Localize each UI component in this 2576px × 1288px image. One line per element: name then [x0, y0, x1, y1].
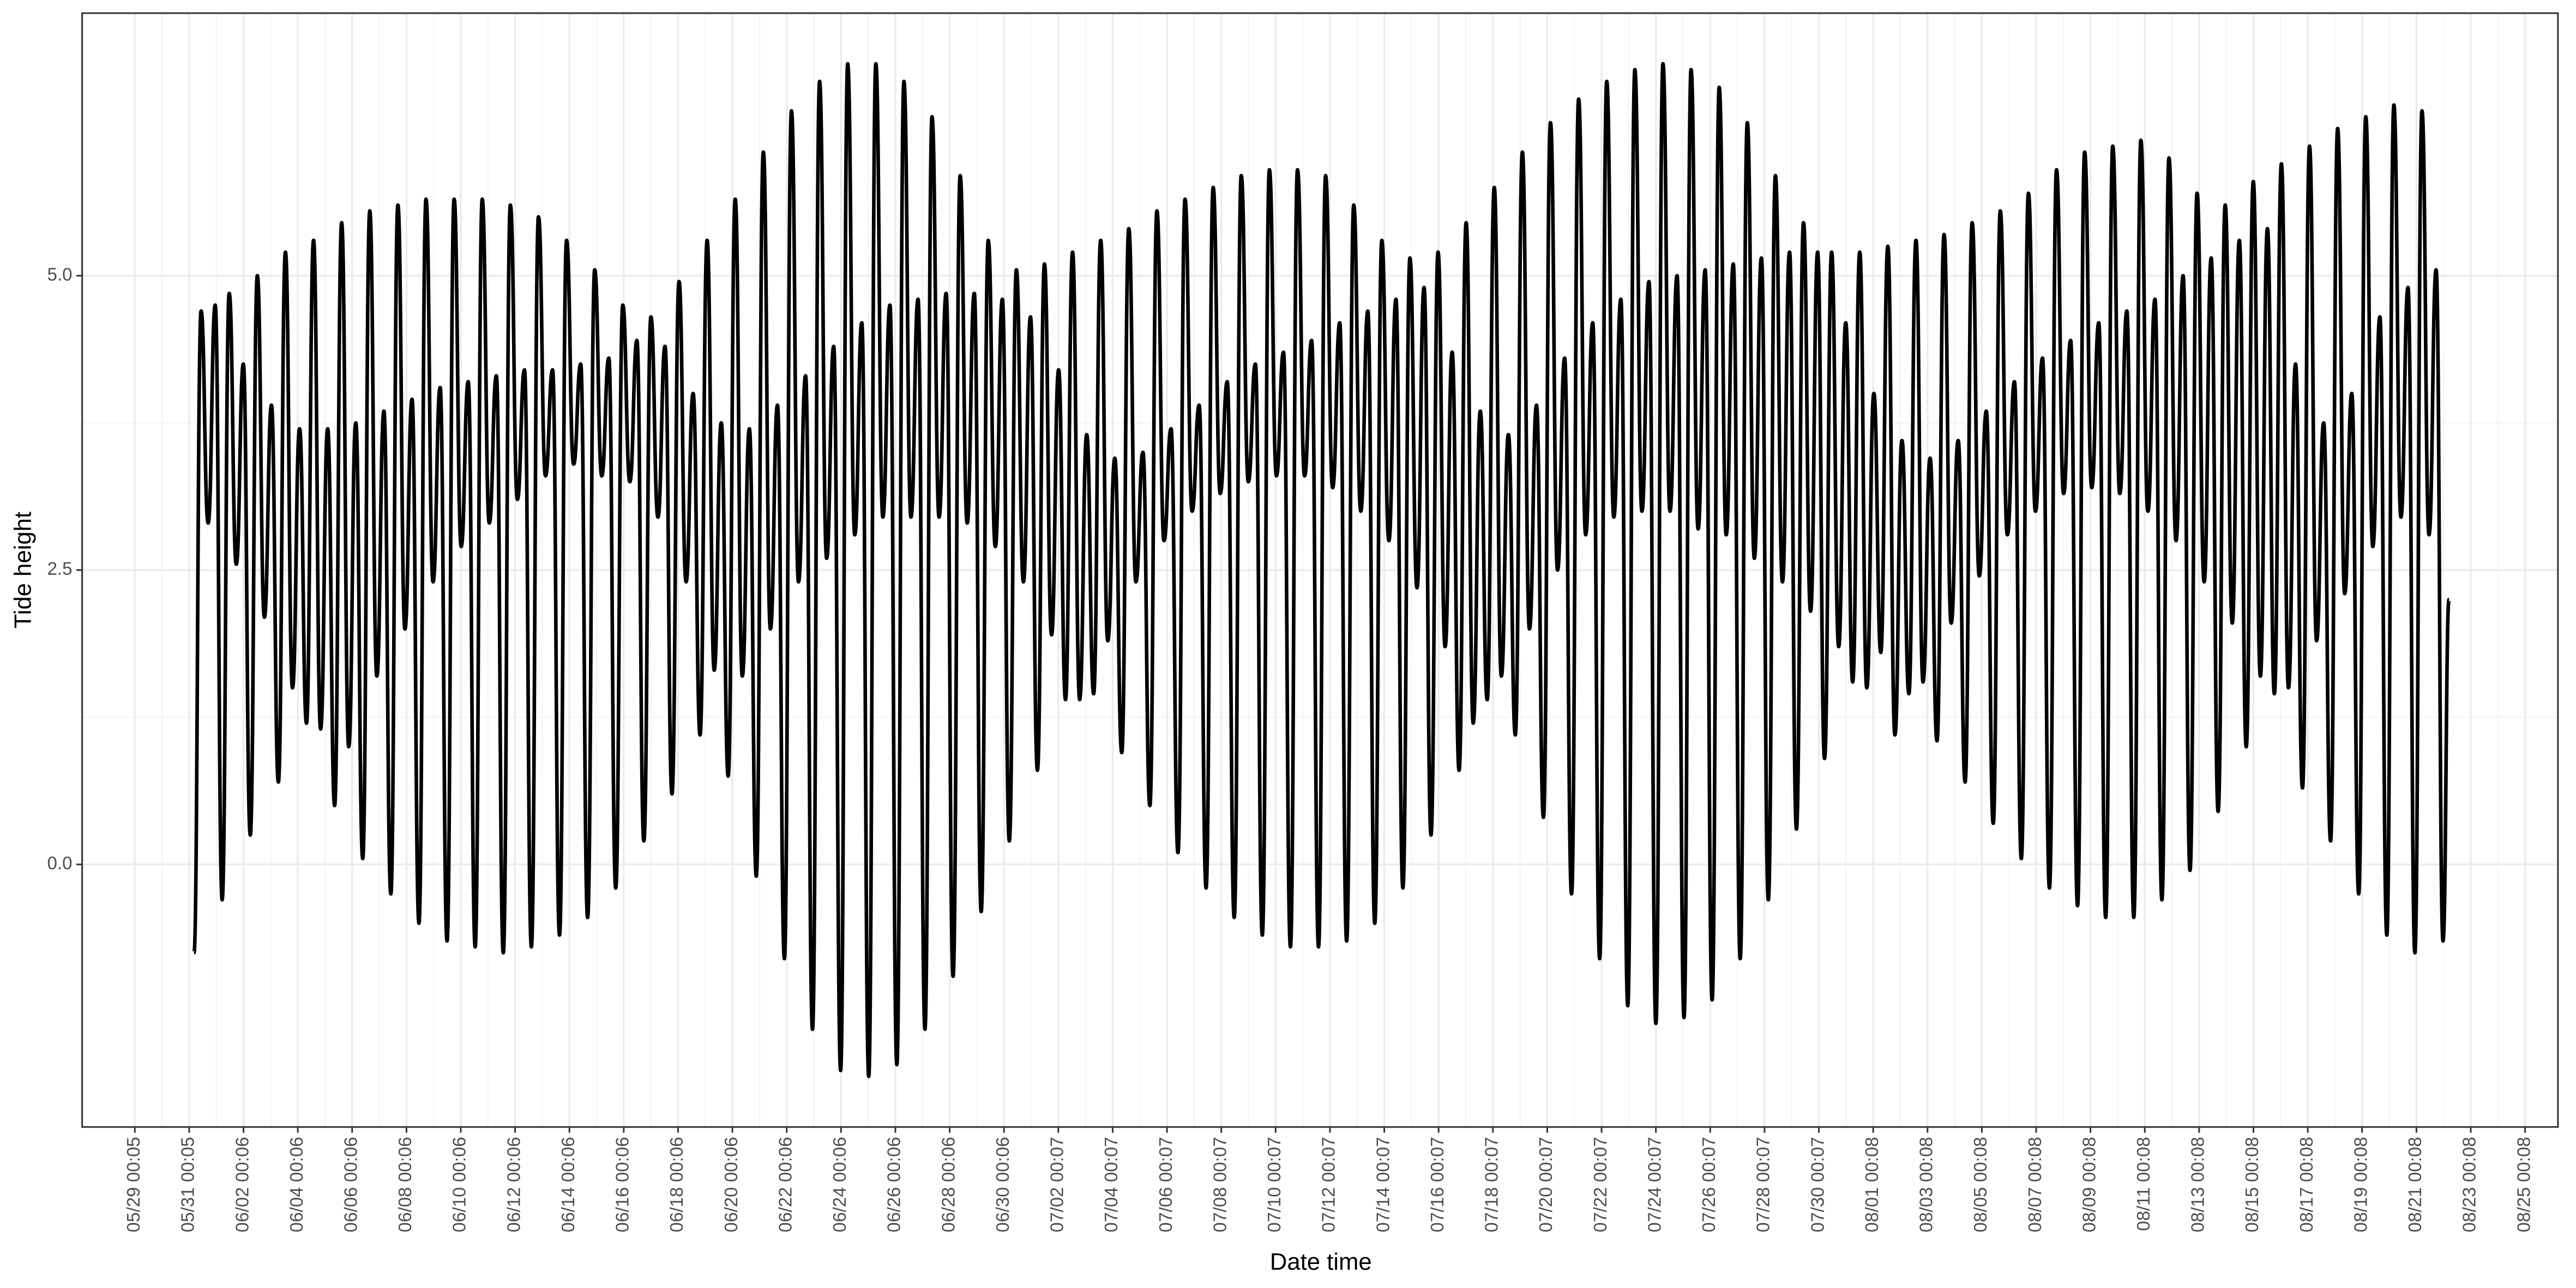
x-tick-label: 08/13 00:08 [2188, 1137, 2208, 1232]
x-tick-label: 06/02 00:06 [232, 1137, 252, 1232]
x-tick-label: 06/22 00:06 [775, 1137, 796, 1232]
x-tick-label: 08/01 00:08 [1862, 1137, 1882, 1232]
x-tick-label: 08/21 00:08 [2405, 1137, 2425, 1232]
tide-line [192, 62, 2451, 1079]
x-tick-label: 08/23 00:08 [2460, 1137, 2480, 1232]
y-tick-label: 0.0 [47, 853, 72, 874]
x-tick-label: 06/18 00:06 [667, 1137, 687, 1232]
y-axis-title: Tide height [10, 511, 37, 628]
x-tick-label: 08/09 00:08 [2079, 1137, 2099, 1232]
x-tick-label: 06/24 00:06 [830, 1137, 850, 1232]
x-axis-title: Date time [1270, 1248, 1372, 1275]
x-tick-label: 08/03 00:08 [1917, 1137, 1937, 1232]
x-tick-label: 06/30 00:06 [993, 1137, 1013, 1232]
y-tick-label: 5.0 [47, 264, 72, 285]
x-tick-label: 07/10 00:07 [1265, 1137, 1285, 1232]
x-tick-label: 08/15 00:08 [2242, 1137, 2262, 1232]
x-tick-label: 07/22 00:07 [1591, 1137, 1611, 1232]
y-tick-label: 2.5 [47, 559, 72, 579]
x-tick-label: 06/28 00:06 [938, 1137, 959, 1232]
x-tick-label: 05/29 00:05 [124, 1137, 144, 1232]
x-tick-label: 06/06 00:06 [341, 1137, 362, 1232]
x-tick-label: 06/20 00:06 [721, 1137, 742, 1232]
x-tick-label: 06/16 00:06 [613, 1137, 633, 1232]
x-tick-label: 08/17 00:08 [2297, 1137, 2317, 1232]
x-tick-label: 07/16 00:07 [1428, 1137, 1448, 1232]
x-tick-label: 07/14 00:07 [1373, 1137, 1393, 1232]
x-tick-label: 08/05 00:08 [1971, 1137, 1991, 1232]
x-tick-label: 06/04 00:06 [287, 1137, 307, 1232]
x-tick-label: 07/28 00:07 [1754, 1137, 1774, 1232]
x-tick-label: 08/25 00:08 [2514, 1137, 2534, 1232]
x-tick-label: 06/26 00:06 [884, 1137, 905, 1232]
x-tick-label: 07/08 00:07 [1210, 1137, 1230, 1232]
x-tick-label: 07/30 00:07 [1808, 1137, 1828, 1232]
x-tick-label: 07/24 00:07 [1645, 1137, 1665, 1232]
plot-area [192, 62, 2451, 1079]
x-tick-label: 07/20 00:07 [1536, 1137, 1556, 1232]
x-tick-label: 08/11 00:08 [2134, 1137, 2154, 1231]
x-tick-label: 08/19 00:08 [2351, 1137, 2371, 1232]
x-tick-label: 06/12 00:06 [504, 1137, 524, 1232]
x-tick-label: 07/06 00:07 [1156, 1137, 1176, 1232]
x-tick-label: 07/18 00:07 [1482, 1137, 1502, 1232]
x-tick-label: 05/31 00:05 [178, 1137, 198, 1232]
axes: 0.0 2.5 5.0 05/29 00:05 05/31 00:05 06/02 00:… [47, 264, 2534, 1232]
x-tick-label: 06/10 00:06 [450, 1137, 470, 1232]
x-tick-label: 08/07 00:08 [2025, 1137, 2045, 1232]
x-tick-label: 06/14 00:06 [558, 1137, 579, 1232]
x-tick-label: 07/12 00:07 [1319, 1137, 1339, 1232]
x-tick-label: 07/26 00:07 [1699, 1137, 1719, 1232]
x-tick-label: 06/08 00:06 [395, 1137, 416, 1232]
x-tick-label: 07/02 00:07 [1048, 1137, 1068, 1232]
x-tick-label: 07/04 00:07 [1102, 1137, 1122, 1232]
